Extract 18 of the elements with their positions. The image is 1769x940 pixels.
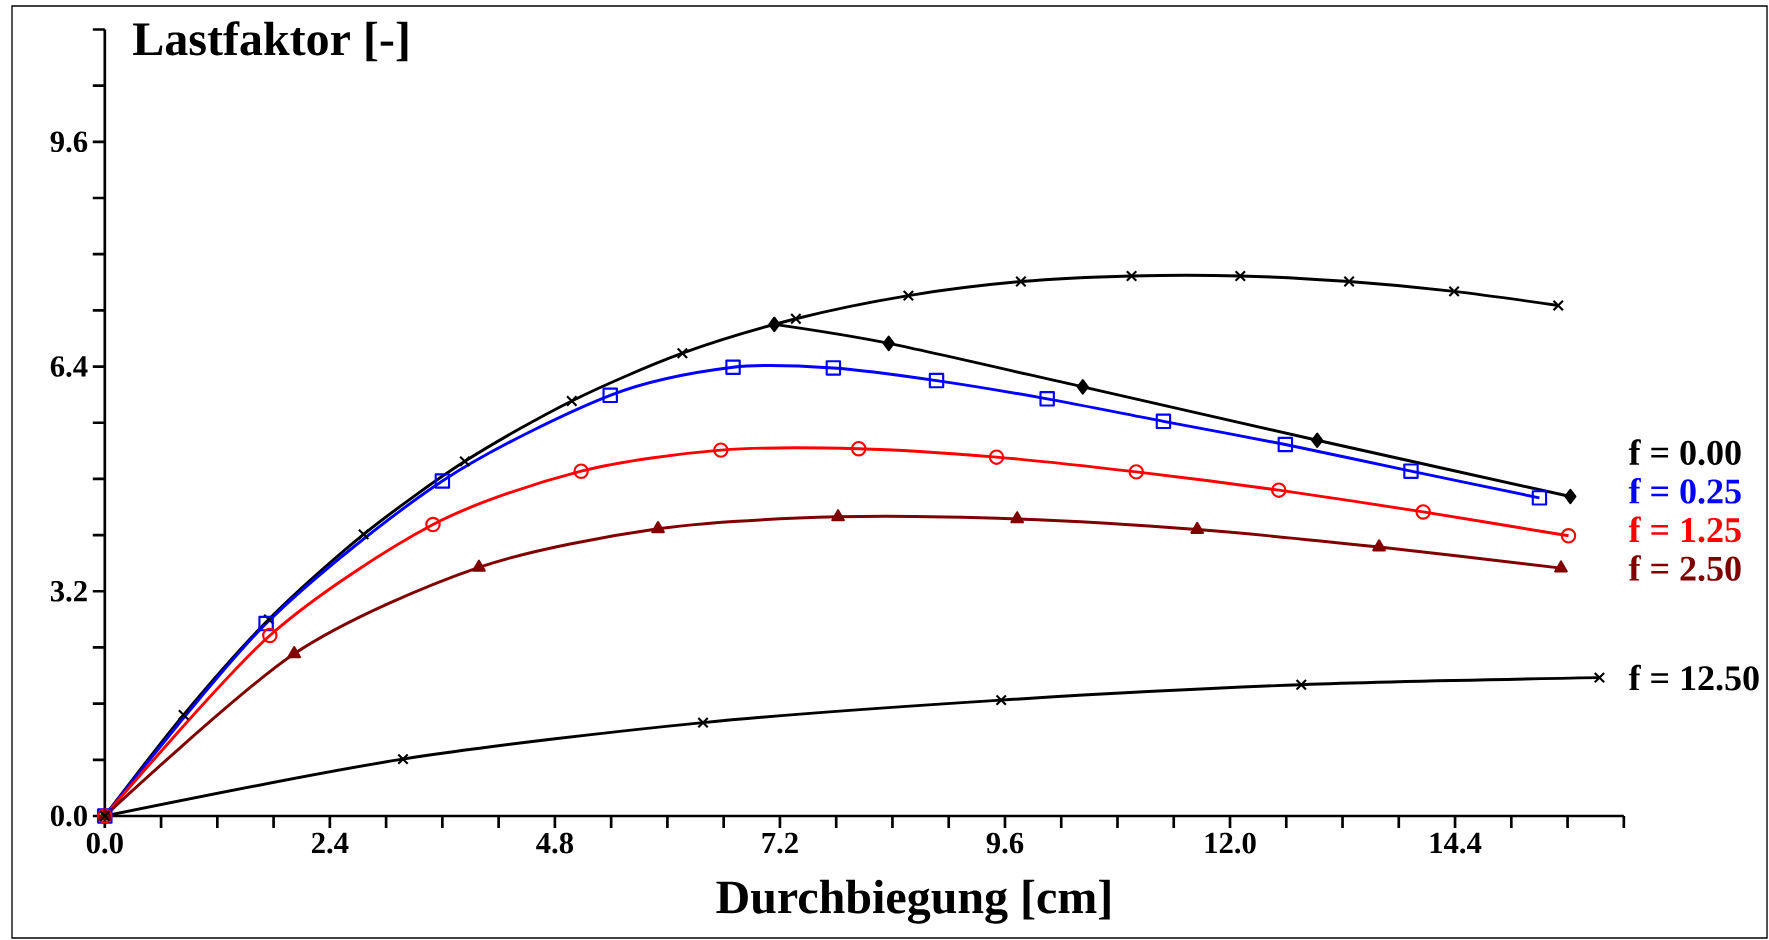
series-label: f = 0.00 <box>1628 439 1741 466</box>
y-tick-label: 3.2 <box>50 580 87 602</box>
x-tick-label: 0.0 <box>86 832 123 854</box>
y-axis-title: Lastfaktor [-] <box>133 21 408 62</box>
text: f = 0.25 <box>1628 477 1741 504</box>
x-tick-label: 12.0 <box>1205 832 1256 854</box>
y-tick-label: 9.6 <box>50 131 88 153</box>
x-tick-label: 4.8 <box>536 832 574 854</box>
x-tick-label: 7.2 <box>762 832 798 854</box>
y-tick-label: 6.4 <box>50 356 88 377</box>
x-tick-label: 9.6 <box>986 832 1024 854</box>
x-tick-label: 14.4 <box>1430 832 1482 854</box>
y-tick-label: 0.0 <box>50 805 87 827</box>
series-label: f = 2.50 <box>1628 555 1741 582</box>
x-tick-label: 2.4 <box>311 832 349 854</box>
x-axis-title: Durchbiegung [cm] <box>716 879 1110 924</box>
series-label: f = 12.50 <box>1628 664 1759 691</box>
series-label: f = 1.25 <box>1628 516 1741 543</box>
